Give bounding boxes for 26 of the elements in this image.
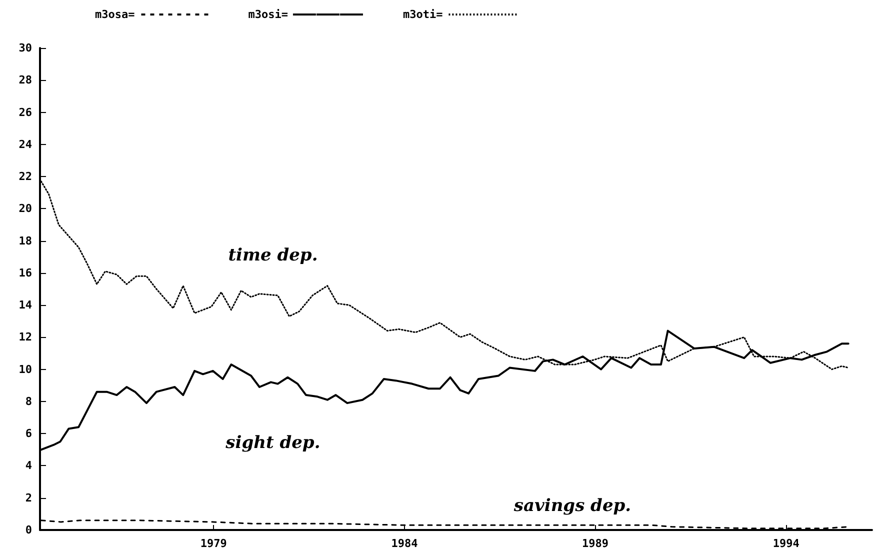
y-tick-label: 18 (18, 234, 32, 248)
y-tick-label: 20 (18, 202, 32, 216)
y-tick-label: 14 (18, 298, 32, 312)
y-tick-label: 26 (18, 106, 32, 119)
legend-label: m3osi= (248, 8, 288, 21)
legend-label: m3osa= (94, 8, 136, 21)
x-tick-label: 1984 (391, 537, 418, 550)
y-tick-label: 22 (18, 170, 32, 184)
y-tick-label: 6 (25, 427, 32, 440)
y-tick-label: 8 (25, 394, 32, 408)
y-tick-label: 12 (18, 330, 32, 344)
x-tick-label: 1994 (772, 537, 800, 550)
legend-label: m3oti= (402, 8, 444, 21)
y-tick-label: 24 (18, 138, 32, 151)
y-tick-label: 2 (25, 491, 32, 504)
y-tick-label: 0 (25, 524, 32, 536)
y-tick-label: 10 (18, 362, 32, 376)
annotation: time dep. (228, 245, 318, 266)
y-tick-label: 28 (18, 74, 32, 87)
y-tick-label: 30 (18, 42, 32, 54)
annotation: sight dep. (224, 433, 320, 454)
x-tick-label: 1979 (200, 537, 227, 550)
y-tick-label: 16 (18, 266, 32, 280)
annotation: savings dep. (512, 496, 632, 516)
x-tick-label: 1989 (582, 537, 609, 550)
y-tick-label: 4 (25, 459, 32, 472)
